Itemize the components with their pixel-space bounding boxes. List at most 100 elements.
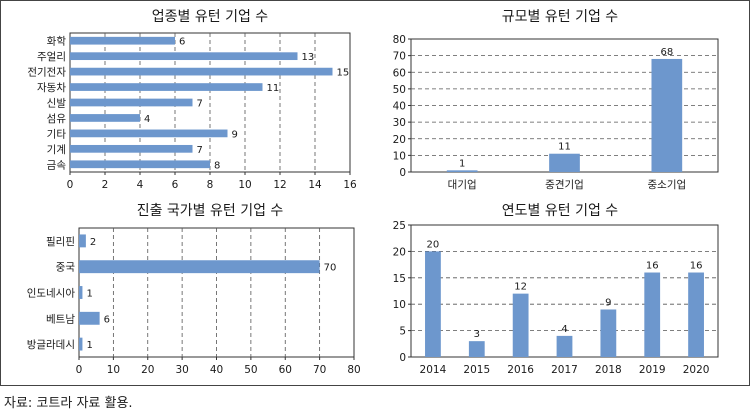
x-tick-label: 6 (172, 179, 179, 191)
chart-4: 연도별 유턴 기업 수 0 5 10 15 20 25 20 2014 3 2015 12 2016 4 2… (393, 203, 719, 376)
chart-title: 연도별 유턴 기업 수 (502, 203, 619, 219)
y-tick-label: 0 (399, 352, 406, 364)
y-tick-label: 70 (393, 51, 406, 63)
x-tick-label: 30 (175, 364, 188, 376)
category-label: 방글라데시 (27, 339, 75, 351)
data-label: 6 (104, 314, 110, 325)
category-label: 인도네시아 (27, 288, 76, 300)
category-label: 베트남 (46, 313, 75, 325)
y-tick-label: 25 (393, 220, 406, 232)
category-label: 전기전자 (27, 67, 66, 79)
chart-title: 업종별 유턴 기업 수 (152, 9, 269, 25)
data-label: 16 (646, 261, 659, 272)
x-tick-label: 80 (347, 364, 360, 376)
y-tick-label: 20 (393, 246, 406, 258)
x-tick-label: 40 (210, 364, 223, 376)
bar (70, 114, 140, 122)
chart-2: 규모별 유턴 기업 수 0 10 20 30 40 50 60 70 80 1 대기업 11 중견기업 68… (393, 9, 719, 191)
data-label: 9 (232, 129, 238, 140)
chart-title: 진출 국가별 유턴 기업 수 (137, 203, 284, 219)
bar (600, 309, 617, 357)
x-tick-label: 8 (207, 179, 214, 191)
data-label: 4 (561, 324, 567, 335)
category-label: 대기업 (448, 178, 477, 191)
category-label: 2017 (551, 364, 578, 376)
bar (70, 98, 193, 107)
data-label: 70 (324, 263, 337, 274)
data-label: 2 (90, 237, 96, 248)
bar (70, 36, 175, 45)
bar (79, 286, 83, 299)
x-tick-label: 12 (273, 179, 286, 191)
bar (512, 293, 529, 357)
x-tick-label: 0 (67, 179, 74, 191)
bar (549, 153, 580, 172)
y-tick-label: 20 (393, 134, 406, 146)
category-label: 필리핀 (46, 236, 75, 248)
category-label: 2020 (683, 364, 710, 376)
plot-area (410, 224, 719, 358)
category-label: 중소기업 (648, 178, 687, 191)
category-label: 2018 (595, 364, 622, 376)
bar (70, 52, 298, 61)
data-label: 68 (660, 47, 673, 58)
bar (446, 170, 478, 172)
bar (70, 129, 228, 138)
data-label: 13 (302, 52, 315, 63)
bar (688, 272, 704, 357)
category-label: 2016 (507, 364, 534, 376)
category-label: 화학 (47, 36, 67, 48)
y-tick-label: 30 (393, 117, 406, 129)
x-tick-label: 50 (244, 364, 257, 376)
y-tick-label: 10 (393, 150, 406, 162)
x-tick-label: 0 (76, 364, 83, 376)
data-label: 16 (690, 261, 703, 272)
data-label: 11 (267, 83, 280, 94)
x-tick-label: 60 (279, 364, 292, 376)
category-label: 기타 (47, 128, 67, 140)
data-label: 12 (514, 282, 527, 293)
category-label: 중견기업 (545, 178, 584, 191)
chart-title: 규모별 유턴 기업 수 (502, 9, 619, 25)
data-label: 3 (474, 329, 480, 340)
x-tick-label: 10 (107, 364, 120, 376)
data-label: 8 (214, 160, 220, 171)
x-tick-label: 16 (343, 179, 357, 191)
category-label: 자동차 (37, 82, 66, 94)
bar (79, 311, 100, 325)
y-tick-label: 80 (393, 34, 406, 46)
source-note: 자료: 코트라 자료 활용. (4, 396, 133, 411)
category-label: 2019 (639, 364, 666, 376)
data-label: 15 (337, 68, 350, 79)
y-tick-label: 40 (393, 101, 406, 113)
x-tick-label: 70 (313, 364, 326, 376)
data-label: 1 (86, 340, 92, 351)
y-tick-label: 10 (393, 299, 406, 311)
data-label: 7 (197, 99, 203, 110)
y-tick-label: 0 (399, 167, 406, 179)
data-label: 1 (459, 158, 465, 169)
category-label: 2014 (420, 364, 447, 376)
y-tick-label: 15 (393, 273, 406, 285)
bar (556, 335, 573, 357)
x-tick-label: 20 (141, 364, 154, 376)
y-tick-label: 5 (399, 326, 406, 338)
category-label: 중국 (56, 262, 76, 274)
bar (70, 144, 193, 153)
bar (70, 83, 263, 91)
x-tick-label: 10 (238, 179, 251, 191)
bar (651, 58, 683, 173)
data-label: 11 (558, 142, 571, 153)
category-label: 섬유 (47, 113, 67, 125)
bar (70, 160, 210, 169)
data-label: 6 (179, 37, 185, 48)
bar (79, 234, 86, 248)
bar (468, 341, 485, 357)
data-label: 4 (144, 114, 150, 125)
bar (79, 337, 83, 351)
y-tick-label: 60 (393, 67, 406, 79)
x-tick-label: 2 (102, 179, 109, 191)
data-label: 7 (197, 145, 203, 156)
bar (70, 67, 333, 76)
